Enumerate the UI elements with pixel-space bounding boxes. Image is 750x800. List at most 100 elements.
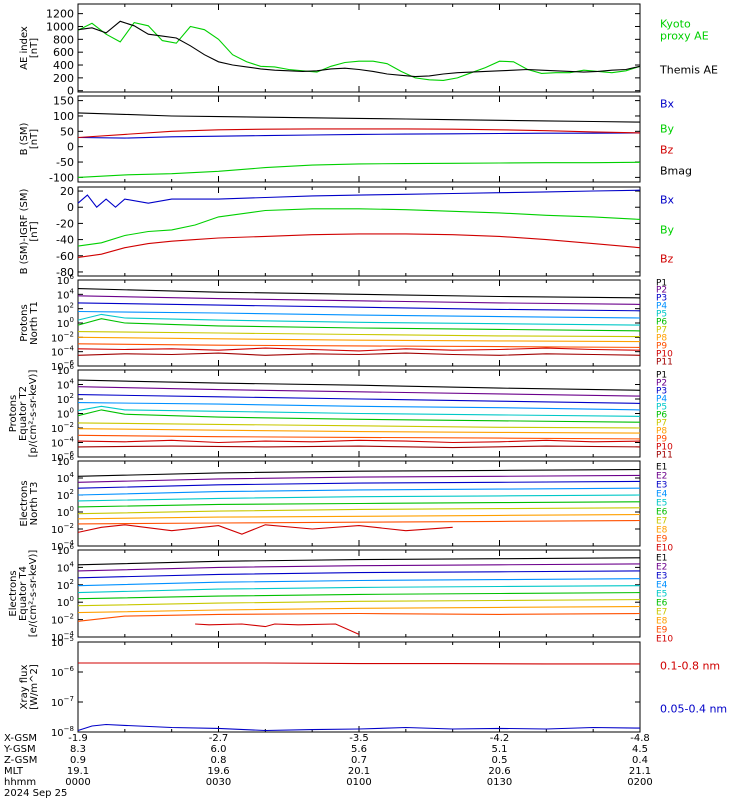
footer-row-label: MLT — [4, 766, 24, 777]
series-line — [77, 513, 641, 520]
footer-date: 2024 Sep 25 — [4, 788, 67, 799]
legend-entry: E1 — [656, 463, 667, 473]
legend-entry: By — [660, 224, 675, 237]
legend-entry: P10 — [656, 443, 673, 453]
y-tick-label: 102 — [57, 578, 74, 592]
legend-entry: P6 — [656, 411, 667, 421]
series-line — [77, 501, 641, 508]
legend-entry: proxy AE — [660, 30, 709, 43]
legend-entry: E2 — [656, 563, 667, 573]
legend-entry: 0.1-0.8 nm — [660, 660, 720, 673]
y-tick-label: 200 — [53, 72, 74, 85]
footer-value: 0130 — [487, 777, 512, 788]
y-tick-label: 104 — [57, 378, 75, 392]
y-tick-label: 10−2 — [51, 522, 74, 536]
footer-row-label: Y-GSM — [3, 744, 36, 755]
y-tick-label: 0 — [67, 141, 74, 154]
y-tick-label: 1200 — [46, 8, 74, 21]
y-tick-label: 10−4 — [51, 345, 75, 359]
series-line — [77, 295, 641, 305]
footer-value: 19.1 — [67, 766, 89, 777]
legend-entry: 0.05-0.4 nm — [660, 703, 727, 716]
y-tick-label: 0 — [67, 201, 74, 214]
series-line — [77, 507, 641, 515]
series-line — [78, 662, 640, 665]
series-line — [77, 343, 641, 348]
series-line — [77, 434, 641, 440]
y-tick-label: 100 — [57, 316, 74, 330]
legend-entry: P1 — [656, 279, 667, 289]
y-tick-label: 1000 — [46, 20, 74, 33]
y-tick-label: 600 — [53, 46, 74, 59]
y-tick-label: 10−7 — [51, 695, 74, 709]
series-line — [77, 612, 641, 622]
y-tick-label: 102 — [57, 302, 74, 316]
y-axis-label: B (SM) — [19, 122, 30, 155]
legend-entry: Kyoto — [660, 18, 691, 31]
legend-entry: By — [660, 123, 675, 136]
legend-entry: Bz — [660, 253, 674, 266]
y-axis-label: Protons — [19, 304, 30, 341]
series-line — [77, 592, 641, 600]
legend-entry: P4 — [656, 395, 667, 405]
series-line — [77, 605, 641, 614]
y-tick-label: 102 — [57, 392, 74, 406]
series-line — [77, 578, 641, 587]
series-line — [77, 318, 641, 332]
footer-value: -1.9 — [68, 733, 88, 744]
footer-value: 0030 — [206, 777, 231, 788]
legend-entry: E9 — [656, 535, 668, 545]
footer-value: 0.8 — [211, 755, 227, 766]
y-tick-label: 800 — [53, 33, 74, 46]
series-line — [77, 409, 641, 423]
y-tick-label: 10−4 — [51, 436, 75, 450]
footer-value: 5.1 — [492, 744, 508, 755]
footer-value: 19.6 — [207, 766, 229, 777]
y-tick-label: 106 — [57, 454, 75, 468]
series-line — [77, 208, 641, 247]
series-line — [77, 402, 641, 411]
y-tick-label: -20 — [56, 217, 74, 230]
series-line — [77, 405, 641, 417]
series-line — [77, 524, 453, 535]
legend-entry: P5 — [656, 403, 667, 413]
y-axis-label: B (SM)-IGRF (SM) — [19, 189, 30, 275]
legend-entry: E8 — [656, 526, 668, 536]
legend-entry: P5 — [656, 310, 667, 320]
footer-row-label: hhmm — [4, 777, 36, 788]
series-line — [77, 585, 641, 594]
legend-entry: Bz — [660, 144, 674, 157]
y-axis-label: [nT] — [29, 129, 40, 149]
series-line — [77, 445, 641, 449]
series-line — [77, 302, 641, 312]
series-line — [77, 128, 641, 139]
y-axis-label: AE index — [19, 26, 30, 70]
legend-entry: Bmag — [660, 165, 692, 178]
series-line — [77, 480, 641, 489]
legend-entry: Bx — [660, 194, 675, 207]
footer-value: 6.0 — [211, 744, 227, 755]
y-axis-label: Equator T4 — [18, 566, 29, 621]
y-tick-label: 106 — [57, 543, 75, 557]
legend-entry: E6 — [656, 599, 668, 609]
y-tick-label: 150 — [53, 95, 74, 108]
footer-value: 20.6 — [488, 766, 510, 777]
y-axis-label: [W/m^2] — [29, 664, 40, 710]
legend-entry: P1 — [656, 371, 667, 381]
y-axis-label: [nT] — [29, 38, 40, 58]
footer-value: 8.3 — [70, 744, 86, 755]
footer-value: 0100 — [346, 777, 371, 788]
y-tick-label: 104 — [57, 560, 75, 574]
y-tick-label: 10−6 — [51, 665, 75, 679]
legend-entry: E9 — [656, 626, 668, 636]
series-line — [77, 563, 641, 572]
y-tick-label: -50 — [56, 156, 74, 169]
legend-entry: E7 — [656, 517, 667, 527]
y-tick-label: 100 — [57, 407, 74, 421]
legend-entry: P7 — [656, 419, 667, 429]
y-tick-label: 10−2 — [51, 421, 74, 435]
y-axis-label: [e/(cm²-s-sr-keV)] — [28, 550, 39, 638]
legend-entry: P9 — [656, 435, 667, 445]
